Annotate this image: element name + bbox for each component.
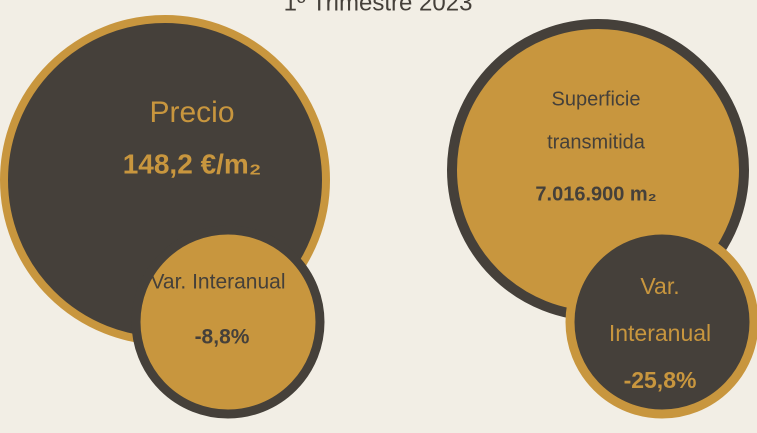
- area-label: Superficie: [552, 88, 641, 110]
- area-label: transmitida: [547, 131, 646, 153]
- price-change-value: -8,8%: [195, 326, 250, 349]
- area-change-label: Interanual: [609, 320, 711, 346]
- price-label: Precio: [149, 96, 234, 129]
- price-value: 148,2 €/m₂: [123, 148, 262, 179]
- area-change-label: Var.: [640, 273, 679, 299]
- price-change-circle: [131, 225, 325, 419]
- price-change-label: Var. Interanual: [150, 271, 285, 294]
- area-value: 7.016.900 m₂: [535, 183, 656, 205]
- area-change-circle: [565, 225, 757, 419]
- area-change-value: -25,8%: [624, 367, 697, 393]
- title: 1º Trimestre 2023: [284, 0, 473, 16]
